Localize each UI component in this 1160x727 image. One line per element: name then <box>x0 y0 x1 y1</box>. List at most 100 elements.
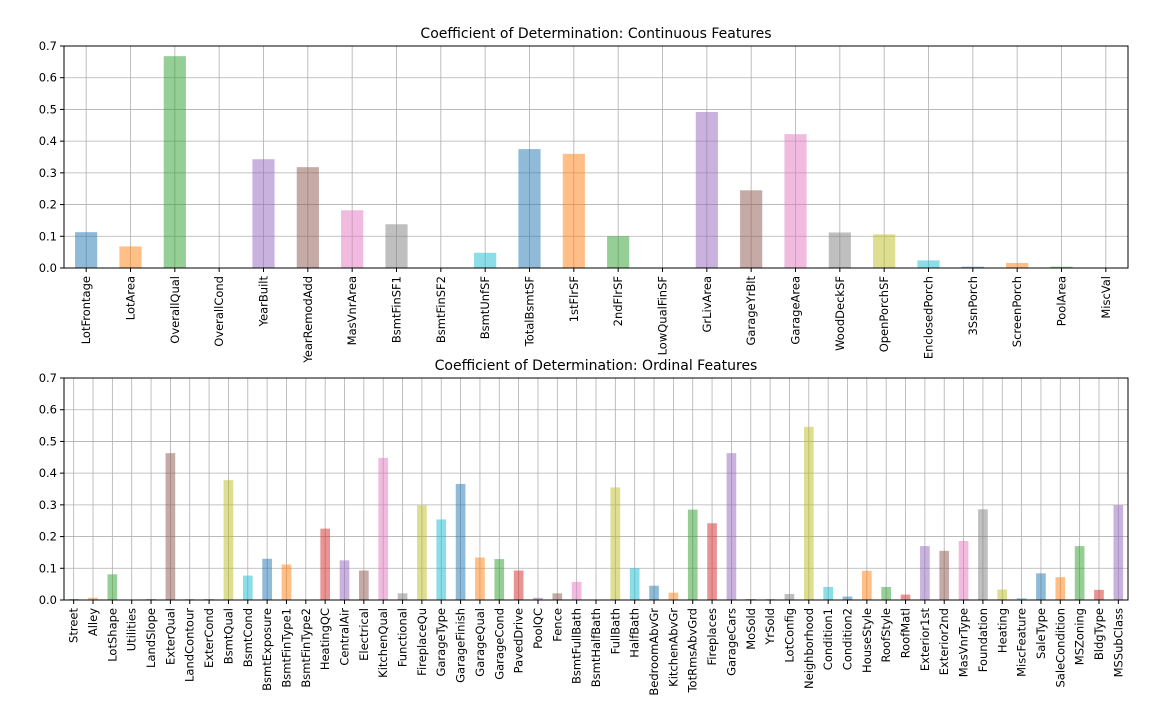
y-tick-label: 0.5 <box>39 434 57 448</box>
bar-exterior1st <box>920 546 930 600</box>
bar-poolarea <box>1050 266 1073 268</box>
x-tick-label: PoolQC <box>531 608 545 649</box>
x-tick-label: TotalBsmtSF <box>523 276 537 347</box>
bar-salecondition <box>1055 577 1066 600</box>
x-tick-label: OverallCond <box>212 276 226 347</box>
bar-mssubclass <box>1113 505 1124 600</box>
bar-bsmtfinsf1 <box>385 224 408 268</box>
x-tick-label: GarageQual <box>473 608 487 677</box>
bar-condition2 <box>842 596 853 600</box>
x-tick-label: GarageType <box>434 608 448 677</box>
x-tick-label: BsmtFullBath <box>570 608 584 684</box>
x-tick-label: BsmtFinSF1 <box>390 276 404 343</box>
bar-lotshape <box>107 574 118 600</box>
x-tick-label: BsmtFinSF2 <box>434 276 448 343</box>
bar-openporchsf <box>873 234 896 268</box>
bar-roofmatl <box>900 594 911 600</box>
bar-3ssnporch <box>961 266 984 268</box>
x-tick-label: OverallQual <box>168 276 182 344</box>
x-tick-label: 2ndFlrSF <box>611 276 625 326</box>
y-tick-label: 0.5 <box>39 102 57 116</box>
y-tick-label: 0.2 <box>39 530 57 544</box>
x-tick-label: Foundation <box>976 608 990 672</box>
bar-halfbath <box>629 568 640 600</box>
bar-garagefinish <box>455 483 466 600</box>
bar-foundation <box>978 509 988 600</box>
x-tick-label: BsmtQual <box>221 608 235 664</box>
x-tick-label: YearBuilt <box>257 276 271 328</box>
y-tick-label: 0.1 <box>39 561 57 575</box>
x-tick-label: TotRmsAbvGrd <box>686 608 700 694</box>
x-tick-label: GarageYrBlt <box>744 276 758 346</box>
chart-title: Coefficient of Determination: Continuous… <box>420 26 771 42</box>
bar-bsmtcond <box>242 575 253 600</box>
bar-kitchenqual <box>378 457 389 600</box>
x-tick-label: GrLivArea <box>700 276 714 333</box>
y-tick-label: 0.3 <box>39 498 57 512</box>
bar-masvnrtype <box>958 541 969 600</box>
bar-yearbuilt <box>252 159 275 268</box>
y-tick-label: 0.6 <box>39 71 57 85</box>
x-tick-label: BldgType <box>1092 608 1106 660</box>
x-tick-label: RoofStyle <box>879 608 893 662</box>
bar-garagequal <box>475 557 485 600</box>
x-tick-label: FullBath <box>608 608 622 654</box>
bar-electrical <box>359 570 369 600</box>
x-tick-label: BsmtFinType2 <box>299 608 313 688</box>
bar-screenporch <box>1006 262 1029 268</box>
bar-fireplaces <box>707 523 717 600</box>
bar-1stflrsf <box>562 153 585 268</box>
x-tick-label: HalfBath <box>628 608 642 658</box>
y-tick-label: 0.4 <box>39 134 57 148</box>
x-tick-label: ExterQual <box>163 608 177 665</box>
x-tick-label: MoSold <box>744 608 758 650</box>
bar-functional <box>397 593 408 600</box>
bar-bldgtype <box>1094 589 1104 600</box>
bar-overallqual <box>163 56 186 268</box>
chart-title: Coefficient of Determination: Ordinal Fe… <box>435 358 758 374</box>
x-tick-label: OpenPorchSF <box>877 276 891 352</box>
bar-neighborhood <box>803 426 814 600</box>
bar-garagetype <box>436 519 447 600</box>
x-tick-label: Fireplaces <box>705 608 719 665</box>
bar-mszoning <box>1074 546 1085 600</box>
bar-garagecond <box>494 559 505 600</box>
x-tick-label: Functional <box>396 608 410 667</box>
bar-exterior2nd <box>939 550 950 600</box>
bar-bsmtfullbath <box>571 581 582 600</box>
bar-fullbath <box>610 487 621 600</box>
x-tick-label: Condition2 <box>840 608 854 670</box>
axes-frame <box>63 45 1129 269</box>
bar-miscfeature <box>1016 598 1027 600</box>
x-tick-label: Electrical <box>357 608 371 661</box>
y-tick-label: 0.0 <box>39 261 57 275</box>
x-tick-label: BsmtExposure <box>260 608 274 691</box>
x-tick-label: Heating <box>995 608 1009 653</box>
x-tick-label: BedroomAbvGr <box>647 608 661 696</box>
x-tick-label: LowQualFinSF <box>656 276 670 355</box>
bar-lotarea <box>119 246 142 268</box>
x-tick-label: Exterior1st <box>918 608 932 672</box>
x-tick-label: Alley <box>86 608 100 636</box>
bar-garagecars <box>726 453 737 600</box>
bar-bsmtexposure <box>262 558 272 600</box>
bar-bsmtfintype1 <box>281 564 292 600</box>
ordinal-features-chart: 0.0 0.1 0.2 0.3 0.4 0.5 0.6 0.7 Street Alley LotSh… <box>39 358 1129 696</box>
x-tick-label: HouseStyle <box>860 608 874 673</box>
bar-2ndflrsf <box>607 236 630 268</box>
x-tick-label: KitchenAbvGr <box>666 608 680 687</box>
x-tick-label: WoodDeckSF <box>833 276 847 351</box>
x-tick-label: LandSlope <box>144 608 158 668</box>
bar-totrmsabvgrd <box>687 509 698 600</box>
x-tick-label: Neighborhood <box>802 608 816 689</box>
x-tick-label: FireplaceQu <box>415 608 429 676</box>
y-tick-label: 0.3 <box>39 166 57 180</box>
x-tick-label: MSSubClass <box>1111 608 1125 677</box>
y-tick-label: 0.4 <box>39 466 57 480</box>
x-tick-label: MasVnrType <box>957 608 971 677</box>
x-tick-label: Condition1 <box>821 608 835 670</box>
bar-poolqc <box>533 597 543 600</box>
x-tick-label: SaleCondition <box>1053 608 1067 688</box>
x-tick-label: BsmtFinType1 <box>279 608 293 688</box>
